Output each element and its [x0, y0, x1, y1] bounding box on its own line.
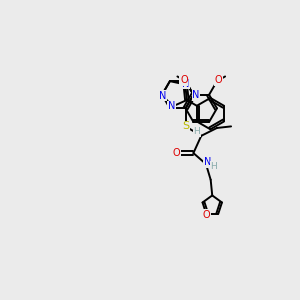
Text: N: N: [159, 91, 167, 100]
Text: N: N: [168, 101, 175, 111]
Text: O: O: [180, 75, 188, 85]
Text: O: O: [202, 210, 210, 220]
Text: O: O: [172, 148, 180, 158]
Text: H: H: [194, 127, 200, 136]
Text: N: N: [192, 90, 200, 100]
Text: H: H: [210, 162, 217, 171]
Text: S: S: [182, 122, 189, 131]
Text: N: N: [204, 157, 212, 167]
Text: O: O: [215, 75, 223, 85]
Text: N: N: [182, 79, 189, 88]
